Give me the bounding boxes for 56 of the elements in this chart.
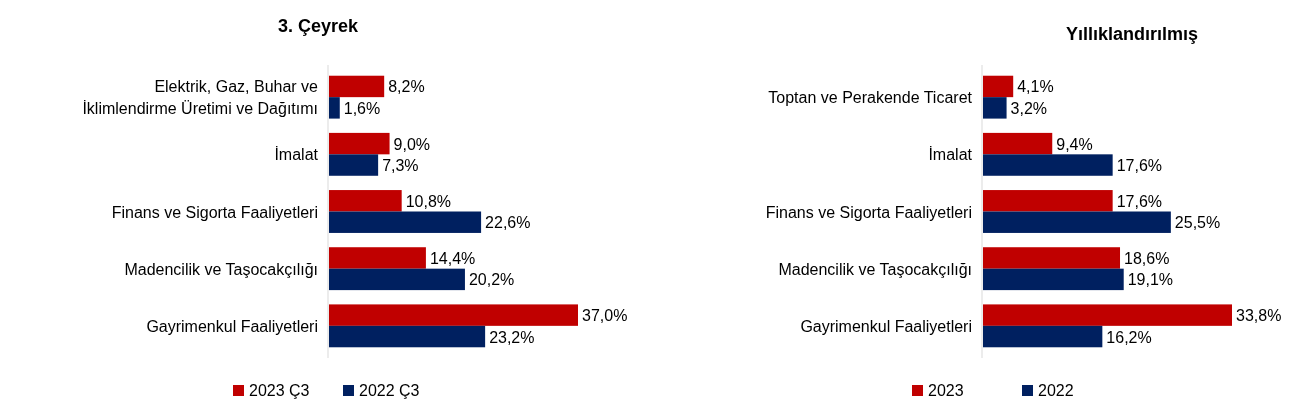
y-tick-label: Finans ve Sigorta Faaliyetleri <box>765 203 972 221</box>
bar <box>983 75 1014 98</box>
chart-title: 3. Çeyrek <box>277 16 360 36</box>
bar <box>983 325 1103 348</box>
data-label: 9,0% <box>393 135 431 153</box>
data-label: 22,6% <box>485 214 531 232</box>
legend-label: 2022 <box>1038 382 1074 399</box>
bar <box>983 132 1053 155</box>
bar <box>983 211 1171 233</box>
bar <box>329 304 578 326</box>
bar <box>329 190 402 212</box>
data-label: 10,8% <box>405 192 452 210</box>
data-label: 19,1% <box>1127 271 1174 289</box>
y-tick-label: Finans ve Sigorta Faaliyetleri <box>111 203 318 221</box>
data-label: 20,2% <box>468 271 515 289</box>
data-label: 1,6% <box>343 99 381 117</box>
bar <box>329 132 390 155</box>
data-label: 16,2% <box>1106 328 1152 346</box>
data-label: 7,3% <box>382 157 419 175</box>
y-tick-label: Madencilik ve Taşocakçılığı <box>778 260 972 278</box>
data-label: 17,6% <box>1116 192 1163 210</box>
y-tick-label: Elektrik, Gaz, Buhar ve İklimlendirme Üretimi ve Dağıtımı <box>82 78 319 118</box>
bar <box>983 190 1113 212</box>
bar <box>983 97 1007 119</box>
bar <box>329 97 340 119</box>
data-label: 9,4% <box>1056 135 1093 153</box>
legend-label: 2023 Ç3 <box>249 382 310 399</box>
y-tick-label: İmalat <box>928 145 973 164</box>
bar <box>329 325 486 348</box>
y-tick-label: Madencilik ve Taşocakçılığı <box>124 260 318 278</box>
data-label: 3,2% <box>1010 99 1048 117</box>
data-label: 14,4% <box>429 249 476 267</box>
y-tick-label: Gayrimenkul Faaliyetleri <box>800 317 972 335</box>
chart-title: Yıllıklandırılmış <box>1065 24 1199 44</box>
bar <box>329 75 385 98</box>
data-label: 4,1% <box>1017 78 1054 96</box>
bar <box>329 247 426 269</box>
y-tick-label: Toptan ve Perakende Ticaret <box>768 89 973 107</box>
legend-label: 2022 Ç3 <box>359 382 420 399</box>
bar <box>329 211 482 233</box>
data-label: 18,6% <box>1124 249 1170 267</box>
data-label: 8,2% <box>388 78 425 96</box>
data-label: 37,0% <box>582 307 628 325</box>
data-label: 33,8% <box>1236 307 1282 325</box>
bar <box>329 154 379 176</box>
y-tick-label: İmalat <box>274 145 319 164</box>
data-label: 17,6% <box>1116 157 1163 175</box>
data-label: 23,2% <box>489 328 535 346</box>
y-tick-label: Gayrimenkul Faaliyetleri <box>146 317 318 335</box>
bar <box>983 247 1121 269</box>
bar <box>983 154 1113 176</box>
data-label: 25,5% <box>1174 214 1221 232</box>
legend-label: 2023 <box>928 382 964 399</box>
bar <box>329 268 465 291</box>
bar <box>983 268 1124 291</box>
bar <box>983 304 1232 326</box>
